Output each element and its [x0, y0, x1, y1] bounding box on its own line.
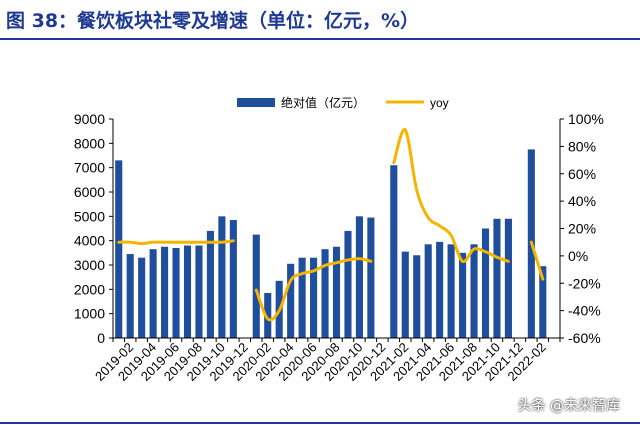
bar-2020-08	[332, 246, 341, 338]
left-tick-label: 8000	[74, 135, 105, 151]
bar-2019-11	[229, 219, 237, 338]
bar-2021-08	[470, 244, 478, 338]
bar-2021-03	[413, 255, 421, 338]
bar-2019-02	[126, 254, 134, 338]
bar-2021-01	[390, 165, 398, 338]
figure-title: 图 38：餐饮板块社零及增速（单位：亿元，%）	[6, 10, 420, 32]
bar-2021-10	[493, 218, 501, 338]
bar-2019-08	[195, 245, 203, 338]
left-tick-label: 6000	[74, 184, 105, 200]
right-tick-label: 100%	[568, 111, 604, 127]
bar-2021-05	[436, 241, 444, 338]
legend-line-label: yoy	[430, 96, 449, 110]
right-tick-label: 60%	[568, 166, 596, 182]
bar-2019-03	[138, 257, 146, 338]
legend: 绝对值（亿元） yoy	[237, 95, 449, 110]
left-tick-label: 5000	[74, 208, 105, 224]
bar-2020-05	[298, 257, 306, 338]
bar-2020-10	[355, 216, 363, 338]
watermark: 头条 @未来智库	[517, 398, 620, 414]
legend-bar-swatch	[237, 98, 275, 107]
left-tick-label: 3000	[74, 257, 105, 273]
bar-2020-02	[264, 292, 272, 338]
bar-2019-10	[218, 216, 226, 338]
right-tick-label: 20%	[568, 221, 596, 237]
bar-2020-06	[310, 257, 318, 338]
line-series	[117, 128, 545, 322]
bar-series	[115, 149, 547, 338]
bar-2019-06	[172, 247, 180, 338]
bar-2020-11	[367, 217, 375, 338]
right-tick-label: -60%	[568, 330, 601, 346]
left-tick-label: 7000	[74, 160, 105, 176]
left-tick-label: 0	[97, 330, 105, 346]
bar-2019-01	[115, 160, 123, 338]
footer-rule	[0, 422, 640, 424]
bar-2019-05	[161, 246, 169, 338]
left-tick-label: 2000	[74, 281, 105, 297]
title-underline	[0, 38, 640, 40]
yoy-line-segment-2	[254, 257, 373, 322]
bar-2020-04	[287, 263, 295, 338]
bar-2021-09	[481, 228, 490, 338]
bar-2019-09	[206, 230, 214, 338]
yoy-line-segment-4	[529, 240, 545, 281]
bar-2020-07	[321, 249, 329, 338]
left-tick-label: 1000	[74, 306, 105, 322]
right-tick-label: -40%	[568, 303, 601, 319]
right-tick-label: 80%	[568, 138, 596, 154]
bar-2021-11	[504, 218, 512, 338]
bar-2020-01	[252, 234, 260, 338]
bar-2019-04	[149, 249, 157, 338]
legend-bar-label: 绝对值（亿元）	[281, 95, 365, 110]
bar-2021-06	[447, 244, 455, 338]
left-tick-label: 4000	[74, 233, 105, 249]
left-tick-label: 9000	[74, 111, 105, 127]
title-bar: 图 38：餐饮板块社零及增速（单位：亿元，%）	[0, 0, 640, 40]
yoy-line-segment-3	[392, 128, 510, 264]
yoy-line-segment-1	[117, 239, 235, 246]
bar-2021-02	[401, 251, 409, 338]
bar-2019-07	[183, 245, 192, 338]
bar-2021-07	[459, 252, 467, 338]
bar-2022-02	[539, 266, 547, 338]
bar-2021-04	[424, 244, 432, 338]
right-tick-label: -20%	[568, 275, 601, 291]
right-tick-label: 0%	[568, 248, 588, 264]
bar-2020-09	[344, 230, 352, 338]
right-tick-label: 40%	[568, 193, 596, 209]
